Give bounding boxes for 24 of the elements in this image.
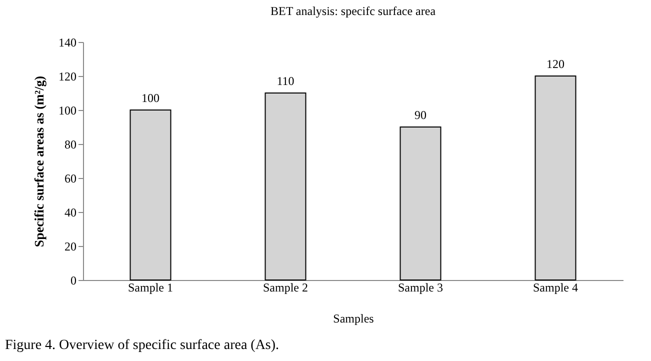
x-tick-label: Sample 1: [128, 280, 173, 294]
x-tick-label: Sample 3: [398, 280, 443, 294]
y-axis-title: Specific surface areas as (m²/g): [32, 76, 46, 248]
chart-title: BET analysis: specifc surface area: [270, 4, 436, 18]
data-label: 110: [276, 74, 294, 88]
y-tick-label: 80: [64, 138, 76, 152]
bar: [130, 110, 172, 280]
x-axis-title: Samples: [333, 312, 374, 326]
y-tick-label: 20: [64, 240, 76, 254]
y-tick-label: 40: [64, 206, 76, 220]
bar: [264, 92, 306, 280]
y-tick-label: 60: [64, 172, 76, 186]
y-tick-label: 100: [58, 104, 76, 118]
caption: Figure 4. Overview of specific surface area (As).: [5, 338, 280, 353]
x-tick-label: Sample 2: [263, 280, 308, 294]
data-label: 100: [142, 91, 160, 105]
x-tick-label: Sample 4: [533, 280, 578, 294]
y-tick-label: 0: [70, 274, 76, 288]
bar: [400, 126, 442, 280]
y-tick-label: 140: [58, 36, 76, 50]
y-tick-label: 120: [58, 70, 76, 84]
data-label: 90: [414, 108, 426, 122]
bar: [534, 76, 576, 280]
data-label: 120: [546, 57, 564, 71]
